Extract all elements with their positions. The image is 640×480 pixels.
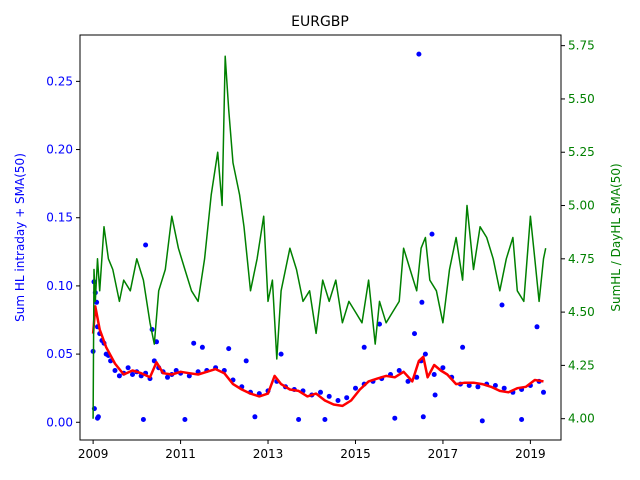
- scatter-point: [143, 242, 149, 248]
- left-y-tick-label: 0.05: [46, 347, 73, 361]
- scatter-point: [499, 302, 505, 308]
- axis-layer: 2009 2011 2013 2015 2017 2019 0.00 0.05 0.10 0.15…: [46, 39, 594, 461]
- scatter-point: [226, 346, 232, 352]
- scatter-point: [416, 51, 422, 57]
- scatter-point: [392, 415, 398, 421]
- scatter-point: [322, 417, 328, 422]
- x-tick-label: 2019: [515, 447, 546, 461]
- ratio-line: [92, 55, 547, 419]
- scatter-point: [335, 398, 341, 403]
- scatter-point: [112, 368, 118, 373]
- scatter-point: [466, 383, 472, 388]
- scatter-point: [419, 299, 425, 305]
- right-y-tick-label: 5.75: [568, 39, 595, 53]
- scatter-point: [165, 374, 170, 380]
- scatter-point: [541, 389, 546, 395]
- scatter-point: [95, 414, 101, 420]
- scatter-point: [116, 373, 122, 379]
- scatter-point: [296, 417, 302, 422]
- x-tick-label: 2011: [165, 447, 196, 461]
- scatter-point: [191, 340, 197, 346]
- scatter-point: [318, 389, 323, 395]
- x-tick-label: 2013: [253, 447, 284, 461]
- scatter-point: [534, 324, 540, 330]
- right-y-tick-label: 4.50: [568, 305, 595, 319]
- sma-line: [91, 305, 544, 408]
- scatter-point: [460, 344, 466, 350]
- series-layer: [90, 51, 547, 424]
- scatter-point: [186, 373, 192, 379]
- scatter-point: [278, 351, 284, 357]
- scatter-point: [252, 414, 258, 420]
- left-y-tick-label: 0.10: [46, 279, 73, 293]
- scatter-point: [243, 358, 249, 364]
- scatter-point: [519, 417, 525, 422]
- chart-title: EURGBP: [291, 14, 349, 30]
- scatter-point: [140, 417, 146, 422]
- left-y-tick-label: 0.00: [46, 415, 73, 429]
- x-tick-label: 2009: [78, 447, 109, 461]
- scatter-point: [199, 344, 205, 350]
- scatter-point: [475, 384, 481, 390]
- scatter-point: [412, 331, 417, 337]
- scatter-point: [420, 414, 426, 420]
- left-y-tick-label: 0.25: [46, 74, 73, 88]
- right-y-tick-label: 4.75: [568, 252, 595, 266]
- scatter-point: [377, 321, 382, 327]
- right-y-tick-label: 4.00: [568, 412, 595, 426]
- scatter-point: [501, 385, 507, 391]
- x-tick-label: 2017: [428, 447, 459, 461]
- scatter-point: [125, 365, 131, 371]
- left-axis-title: Sum HL intraday + SMA(50): [13, 153, 27, 322]
- scatter-point: [492, 383, 498, 388]
- scatter-point: [479, 418, 485, 424]
- scatter-point: [344, 395, 350, 401]
- right-axis-title: SumHL / DayHL SMA(50): [609, 163, 623, 311]
- scatter-point: [130, 372, 135, 377]
- scatter-point: [326, 393, 332, 399]
- x-tick-label: 2015: [340, 447, 371, 461]
- right-y-tick-label: 5.00: [568, 199, 595, 213]
- scatter-point: [405, 378, 411, 384]
- right-y-tick-label: 5.25: [568, 145, 595, 159]
- right-y-tick-label: 4.25: [568, 358, 595, 372]
- scatter-point: [353, 385, 358, 391]
- scatter-point: [432, 392, 438, 398]
- scatter-point: [422, 351, 428, 357]
- left-y-tick-label: 0.15: [46, 211, 73, 225]
- scatter-point: [429, 231, 435, 237]
- plot-frame: [79, 34, 562, 441]
- scatter-point: [440, 365, 446, 371]
- scatter-point: [431, 372, 437, 377]
- scatter-point: [361, 344, 367, 350]
- scatter-point: [414, 374, 420, 380]
- scatter-point: [396, 368, 402, 373]
- left-y-tick-label: 0.20: [46, 143, 73, 157]
- scatter-point: [182, 417, 188, 422]
- right-y-tick-label: 5.50: [568, 92, 595, 106]
